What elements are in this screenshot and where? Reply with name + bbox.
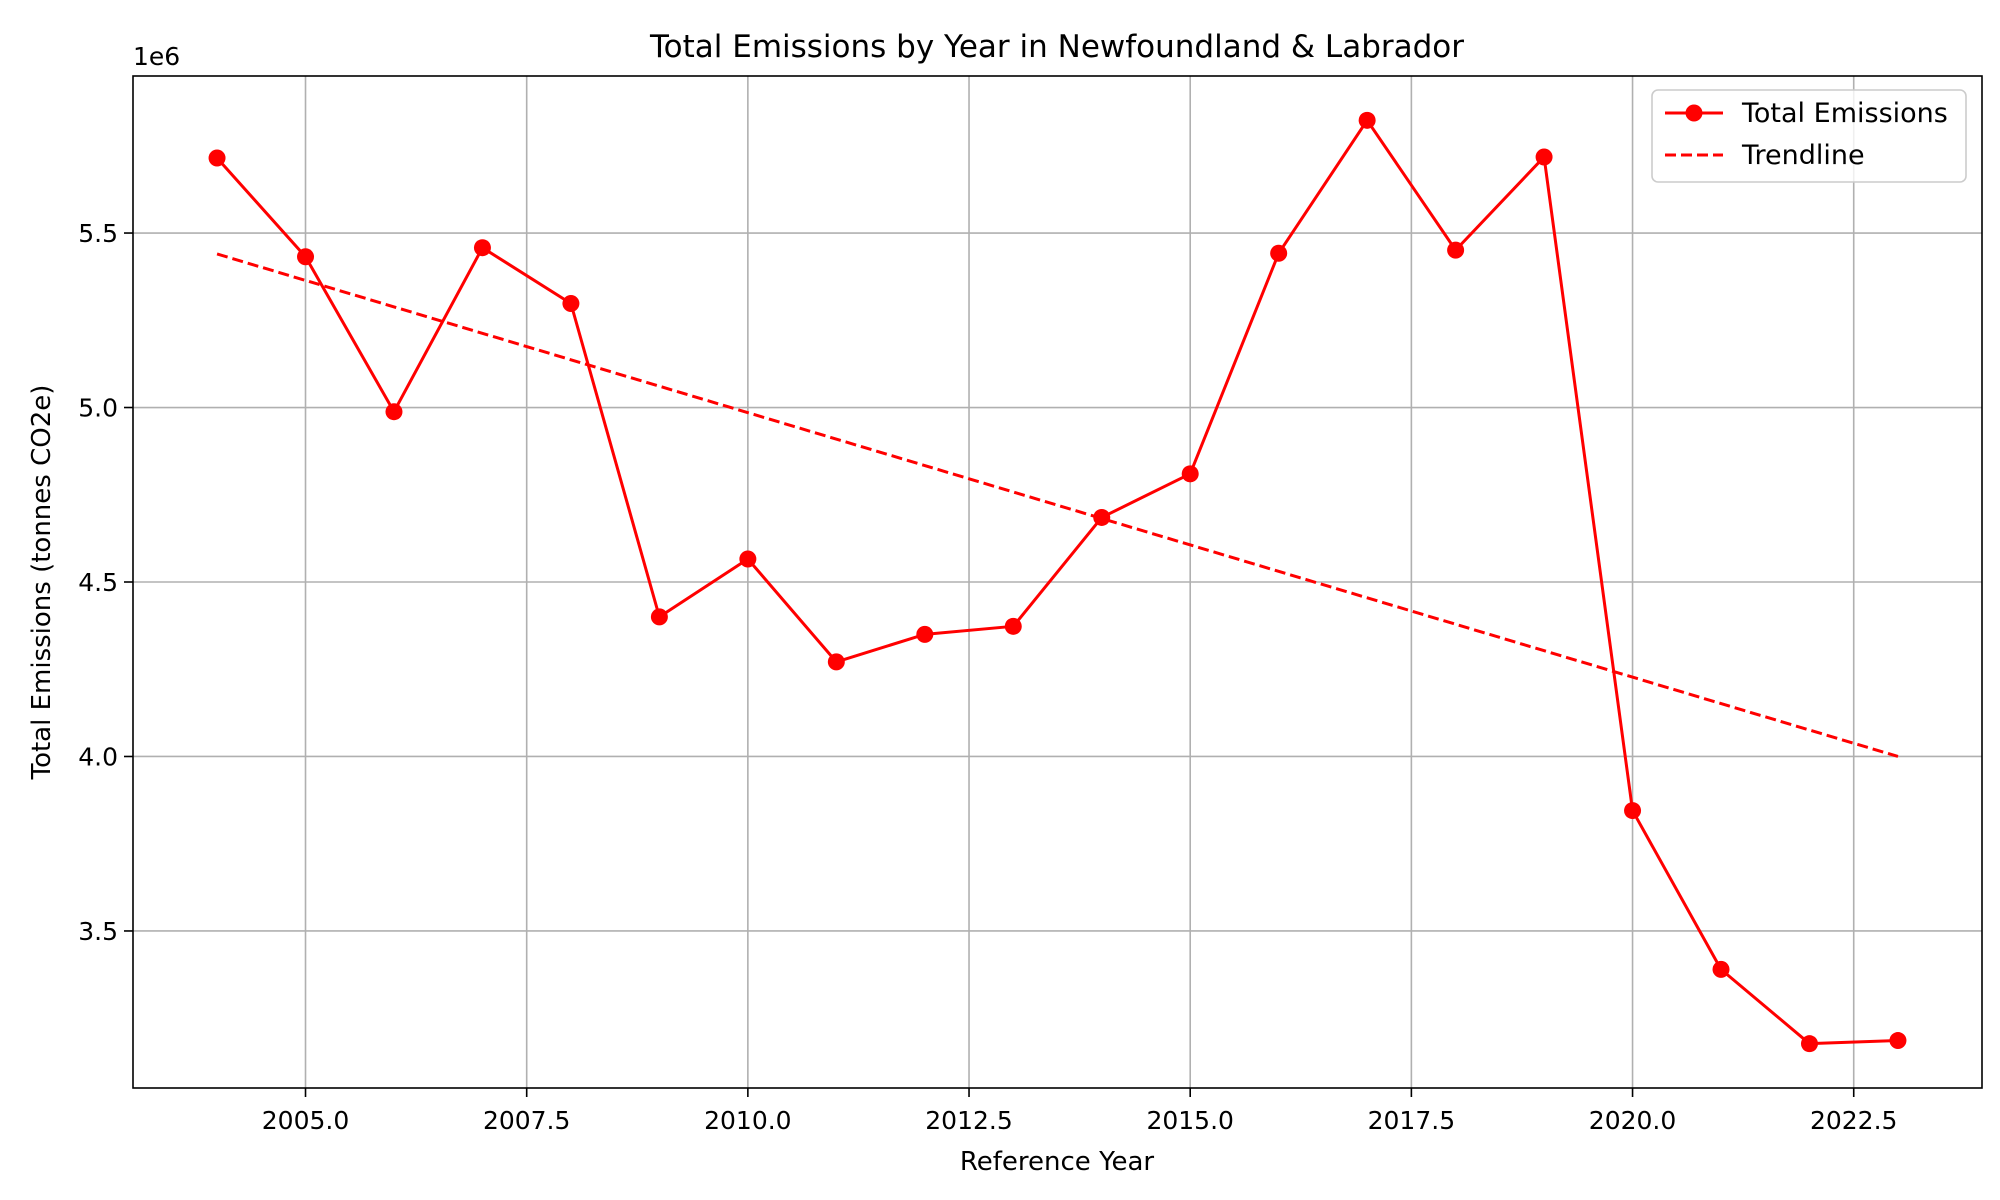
x-tick-label: 2017.5 <box>1368 1106 1455 1135</box>
y-axis-label: Total Emissions (tonnes CO2e) <box>27 385 57 781</box>
total-emissions-point <box>1181 465 1199 483</box>
total-emissions-point <box>208 149 226 167</box>
legend-label-total-emissions: Total Emissions <box>1741 98 1948 129</box>
legend-box <box>1651 89 1967 183</box>
legend: Total Emissions Trendline <box>1651 89 1967 183</box>
total-emissions-line <box>215 118 1899 1046</box>
total-emissions-point <box>1358 111 1376 129</box>
total-emissions-point <box>473 239 491 257</box>
total-emissions-point <box>1447 241 1465 259</box>
total-emissions-point <box>916 625 934 643</box>
x-axis-label: Reference Year <box>960 1147 1155 1177</box>
x-axis-ticks: 2005.0 2007.5 2010.0 2012.5 2015.0 2017.5 2020… <box>262 1088 1897 1135</box>
x-tick-label: 2015.0 <box>1146 1106 1233 1135</box>
total-emissions-point <box>297 248 315 266</box>
y-tick-label: 3.5 <box>78 917 118 946</box>
x-tick-label: 2005.0 <box>262 1106 349 1135</box>
chart-title: Total Emissions by Year in Newfoundland … <box>649 29 1464 65</box>
total-emissions-point <box>1270 244 1288 262</box>
y-tick-label: 4.5 <box>78 568 118 597</box>
series-layer <box>208 111 1907 1053</box>
total-emissions-point <box>1712 960 1730 978</box>
grid-lines <box>133 76 1982 1088</box>
total-emissions-point <box>1004 617 1022 635</box>
x-tick-label: 2022.5 <box>1810 1106 1897 1135</box>
y-tick-label: 5.5 <box>78 219 118 248</box>
x-tick-label: 2012.5 <box>925 1106 1012 1135</box>
total-emissions-point <box>1535 148 1553 166</box>
x-tick-label: 2010.0 <box>704 1106 791 1135</box>
total-emissions-point <box>827 653 845 671</box>
total-emissions-point <box>385 403 403 421</box>
total-emissions-point <box>650 608 668 626</box>
y-tick-label: 5.0 <box>78 394 118 423</box>
total-emissions-point <box>1800 1035 1818 1053</box>
y-axis-ticks: 3.5 4.0 4.5 5.0 5.5 <box>78 219 133 946</box>
x-tick-label: 2007.5 <box>483 1106 570 1135</box>
y-tick-label: 4.0 <box>78 742 118 771</box>
total-emissions-point <box>739 550 757 568</box>
legend-marker-total-emissions <box>1685 104 1703 122</box>
x-tick-label: 2020.0 <box>1589 1106 1676 1135</box>
total-emissions-point <box>562 295 580 313</box>
legend-label-trendline: Trendline <box>1741 140 1865 171</box>
y-axis-offset-label: 1e6 <box>133 42 180 71</box>
total-emissions-point <box>1093 508 1111 526</box>
trendline <box>216 252 1899 758</box>
total-emissions-point <box>1889 1032 1907 1050</box>
total-emissions-point <box>1624 802 1642 820</box>
plot-frame <box>132 75 1983 1089</box>
